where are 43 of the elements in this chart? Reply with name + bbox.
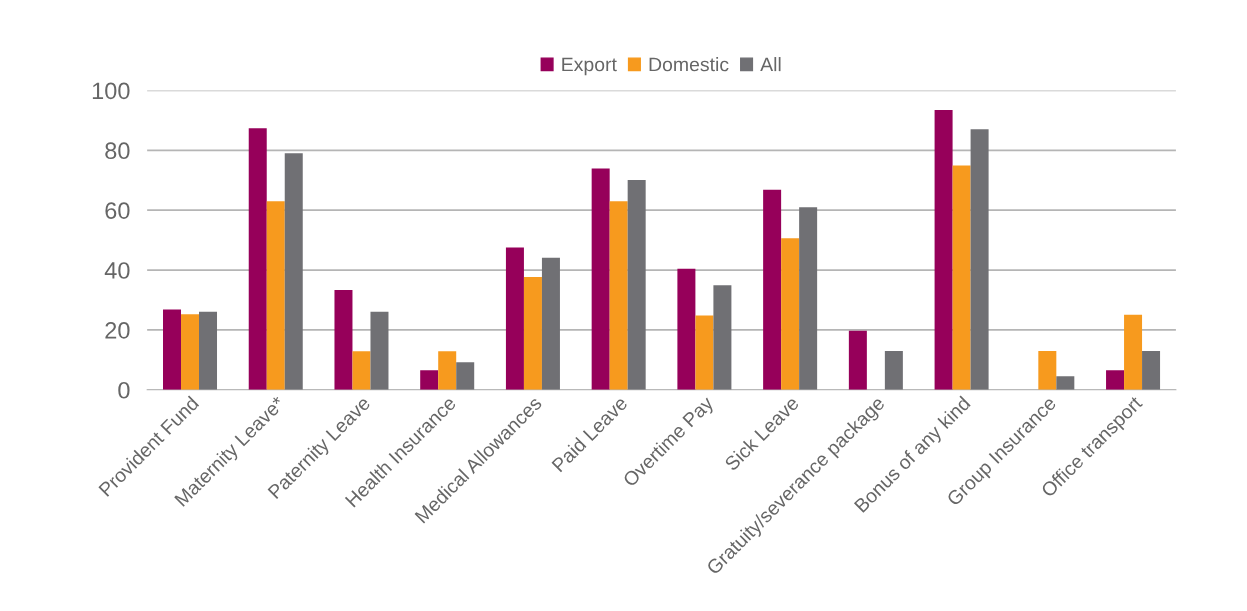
bar <box>713 285 732 390</box>
bar <box>284 153 303 390</box>
bar <box>627 179 646 390</box>
bar <box>1106 370 1125 390</box>
bar <box>884 350 903 390</box>
y-tick-label: 0 <box>118 381 130 399</box>
y-tick-label: 100 <box>92 82 130 100</box>
bar <box>591 168 610 390</box>
bar <box>181 314 200 390</box>
bar <box>609 201 628 390</box>
bar <box>952 165 971 390</box>
bar <box>523 276 542 390</box>
legend-label: All <box>760 57 781 72</box>
y-tick-label: 60 <box>105 202 130 219</box>
bar <box>352 351 371 390</box>
y-tick-label: 80 <box>105 142 130 160</box>
bar <box>541 257 560 390</box>
bar <box>1038 350 1057 390</box>
bar <box>970 129 989 390</box>
bar <box>1142 350 1161 390</box>
bar <box>456 362 475 390</box>
bar <box>266 201 285 390</box>
bar <box>677 268 696 390</box>
bar <box>420 370 439 390</box>
bar <box>334 290 353 390</box>
y-tick-label: 20 <box>105 322 130 339</box>
bar <box>695 315 714 390</box>
bar <box>163 309 182 390</box>
bar <box>799 207 818 390</box>
bar <box>763 189 782 390</box>
bar <box>1056 376 1075 390</box>
bar <box>934 109 953 390</box>
bar <box>848 330 867 390</box>
bar <box>370 311 389 390</box>
bar <box>505 247 524 390</box>
legend-label: Export <box>562 57 617 76</box>
bar <box>199 311 218 390</box>
y-tick-label: 40 <box>104 262 130 279</box>
bar <box>781 238 800 390</box>
bar <box>438 351 457 390</box>
bar <box>1124 314 1143 390</box>
bar <box>248 128 267 390</box>
legend-label: Domestic <box>649 57 729 72</box>
